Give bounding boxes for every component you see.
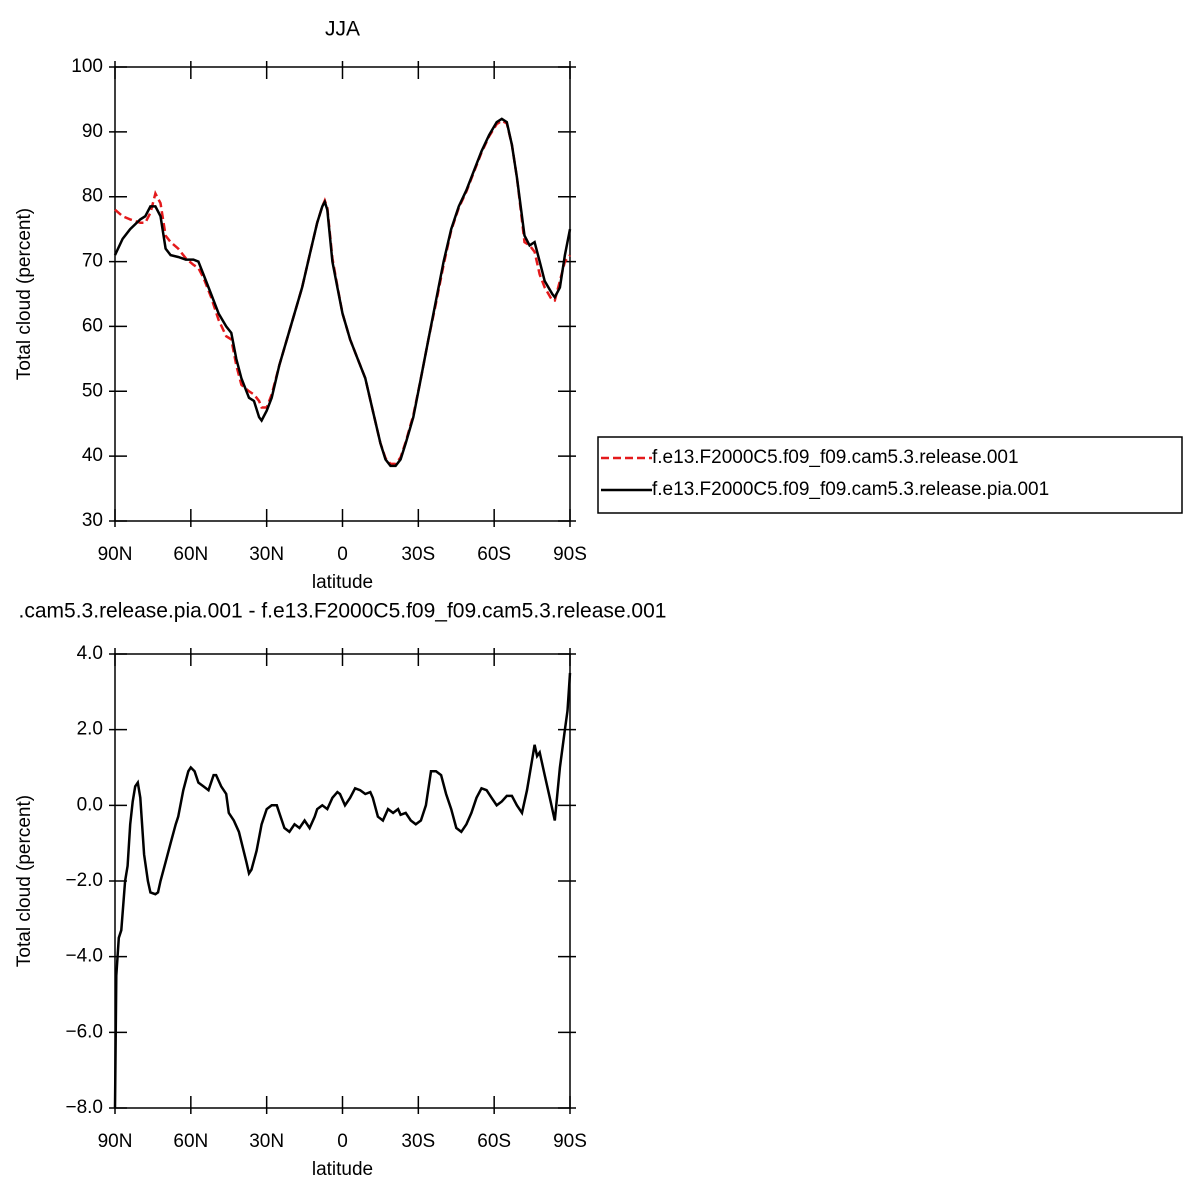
y-axis-label: Total cloud (percent) [14,208,35,380]
x-axis-label: latitude [312,1159,373,1180]
y-tick-label: 2.0 [77,719,103,740]
y-axis-label: Total cloud (percent) [14,795,35,967]
x-tick-label: 90N [98,1131,133,1152]
y-tick-label: −2.0 [65,870,103,891]
chart-title: .cam5.3.release.pia.001 - f.e13.F2000C5.… [19,600,667,623]
x-tick-label: 60N [173,1131,208,1152]
y-tick-label: 40 [82,445,103,466]
legend-label: f.e13.F2000C5.f09_f09.cam5.3.release.pia… [652,479,1049,500]
x-tick-label: 90S [553,544,587,565]
y-tick-label: −8.0 [65,1097,103,1118]
x-tick-label: 60N [173,544,208,565]
y-tick-label: 70 [82,251,103,272]
y-tick-label: −4.0 [65,946,103,967]
y-tick-label: 50 [82,380,103,401]
series-line [114,119,571,466]
y-tick-label: −6.0 [65,1021,103,1042]
x-tick-label: 90S [553,1131,587,1152]
x-tick-label: 30N [249,1131,284,1152]
x-axis-label: latitude [312,572,373,593]
y-tick-label: 90 [82,121,103,142]
legend-box [597,436,1183,514]
y-tick-label: 4.0 [77,643,103,664]
y-tick-label: 30 [82,510,103,531]
legend-label: f.e13.F2000C5.f09_f09.cam5.3.release.001 [652,447,1019,468]
x-tick-label: 90N [98,544,133,565]
x-tick-label: 60S [477,544,511,565]
x-tick-label: 30S [401,1131,435,1152]
x-tick-label: 30N [249,544,284,565]
y-tick-label: 60 [82,315,103,336]
y-tick-label: 0.0 [77,794,103,815]
plot-frame [114,66,571,522]
x-tick-label: 0 [337,544,348,565]
series-line [113,672,572,1109]
chart-title: JJA [325,18,360,41]
x-tick-label: 60S [477,1131,511,1152]
x-tick-label: 0 [337,1131,348,1152]
series-line [113,117,572,468]
x-tick-label: 30S [401,544,435,565]
y-tick-label: 100 [71,56,103,77]
y-tick-label: 80 [82,186,103,207]
plot-frame [114,653,571,1109]
